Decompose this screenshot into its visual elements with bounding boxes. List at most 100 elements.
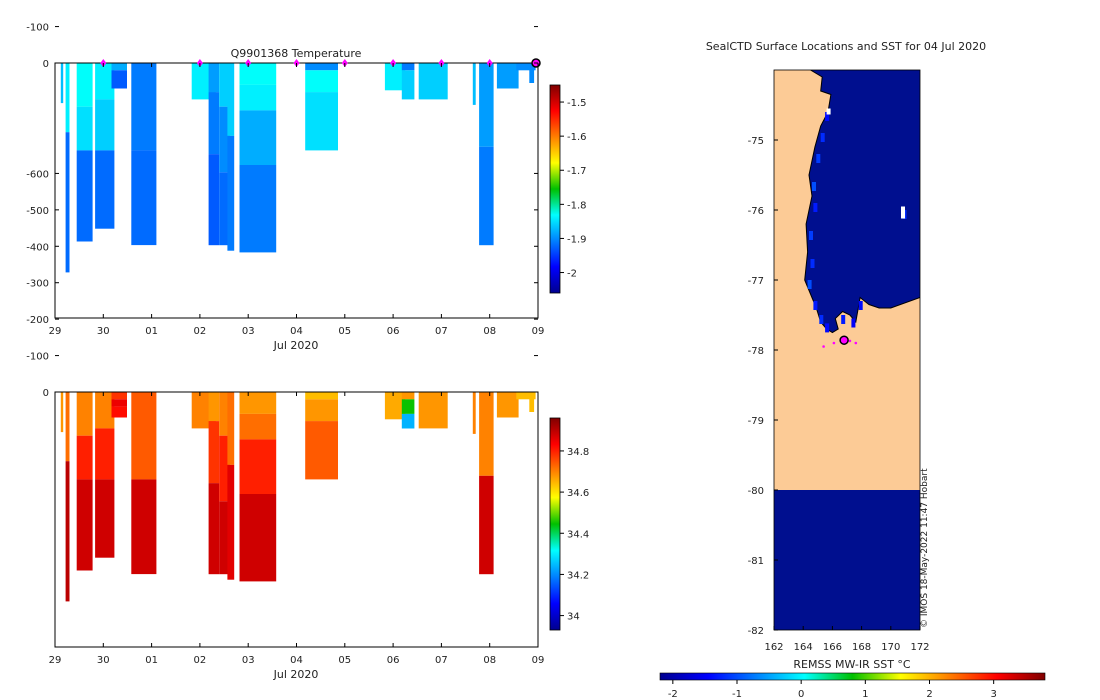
map-lat-tick-label: -82 xyxy=(748,626,764,637)
salinity-x-ticks: 29 30 01 02 03 04 05 06 07 08 09 xyxy=(49,392,544,666)
colorbar-tick-label: 34.2 xyxy=(567,570,589,581)
x-tick-label-05: 05 xyxy=(338,326,351,337)
profile-7-layer-0 xyxy=(208,392,220,422)
map-sst-pixel xyxy=(813,203,818,212)
x-tick-label-03: 03 xyxy=(242,326,255,337)
sst-colorbar: REMSS MW-IR SST °C -2 -1 0 1 2 3 xyxy=(659,658,1046,700)
profile-10-layer-1 xyxy=(239,84,277,111)
profile-13-layer-0 xyxy=(401,63,415,71)
profile-11-layer-0 xyxy=(305,63,338,71)
sst-colorbar-tick-label: -1 xyxy=(732,689,742,700)
sst-colorbar-tick-label: -2 xyxy=(668,689,678,700)
profile-3-layer-2 xyxy=(95,150,115,229)
profile-4-layer-1 xyxy=(111,70,127,89)
y-tick-label: -100 xyxy=(26,352,49,363)
profile-7-layer-0 xyxy=(208,63,220,93)
x-tick-label-05: 05 xyxy=(338,655,351,666)
profile-16-layer-1 xyxy=(479,475,494,575)
colorbar-tick-label: -1.6 xyxy=(567,132,587,143)
profile-11-layer-2 xyxy=(305,92,338,151)
map-ice-shelf-edge-water xyxy=(774,490,920,630)
x-tick-label-04: 04 xyxy=(290,655,303,666)
temperature-axes-frame xyxy=(54,62,539,319)
map-lon-tick-label: 166 xyxy=(823,642,842,653)
x-tick-label-30: 30 xyxy=(97,655,110,666)
temperature-panel: Q9901368 Temperature 29 30 01 02 03 04 05 06 07 0… xyxy=(26,23,545,352)
y-tick-label: -200 xyxy=(26,315,49,326)
profile-8-layer-0 xyxy=(219,63,230,107)
map-sst-pixel xyxy=(825,112,830,121)
profile-3-layer-0 xyxy=(95,392,115,429)
profile-12-layer-0 xyxy=(384,392,406,420)
x-tick-label-02: 02 xyxy=(194,326,207,337)
salinity-x-label: Jul 2020 xyxy=(273,668,319,681)
profile-5-layer-1 xyxy=(131,479,157,575)
profile-1-layer-1 xyxy=(65,132,70,273)
profile-10-layer-2 xyxy=(239,439,277,494)
profile-1-layer-0 xyxy=(65,392,70,462)
profile-11-layer-0 xyxy=(305,392,338,400)
x-tick-label-03: 03 xyxy=(242,655,255,666)
map-no-data-pixel xyxy=(901,206,905,219)
y-tick-label: -400 xyxy=(26,242,49,253)
map-lat-tick-label: -80 xyxy=(748,486,764,497)
map-lat-tick-label: -75 xyxy=(748,136,764,147)
sst-colorbar-tick-label: 1 xyxy=(862,689,868,700)
map-lat-tick-label: -77 xyxy=(748,276,764,287)
x-tick-label-08: 08 xyxy=(483,326,496,337)
profile-8-layer-1 xyxy=(219,106,230,173)
map-track-point xyxy=(832,341,836,345)
x-tick-label-29: 29 xyxy=(49,326,62,337)
profile-11-layer-2 xyxy=(305,421,338,480)
y-tick-label: -600 xyxy=(26,169,49,180)
map-lat-ticks: -75 -76 -77 -78 -79 -80 -81 -82 xyxy=(748,136,778,637)
profile-19-layer-0 xyxy=(529,63,535,83)
map-land-ice xyxy=(774,70,920,490)
colorbar-tick-label: 34.4 xyxy=(567,529,589,540)
profile-3-layer-1 xyxy=(95,99,115,151)
x-tick-label-09: 09 xyxy=(532,326,545,337)
colorbar-tick-label: -1.9 xyxy=(567,234,587,245)
profile-2-layer-0 xyxy=(76,63,93,107)
profile-13-layer-1 xyxy=(401,399,415,414)
colorbar-tick-label: 34.6 xyxy=(567,488,589,499)
map-track-point xyxy=(822,345,825,348)
temperature-colorbar-ticks: -1.5 -1.6 -1.7 -1.8 -1.9 -2 xyxy=(560,98,587,280)
profile-4-layer-0 xyxy=(111,392,127,400)
profile-8-layer-1 xyxy=(219,435,230,502)
temperature-y-ticks: 0-100-200-300-400-500-600 xyxy=(26,23,538,70)
profile-16-layer-0 xyxy=(479,392,494,476)
profile-14-layer-0 xyxy=(418,63,448,100)
profile-8-layer-2 xyxy=(219,501,230,575)
map-sst-pixel xyxy=(820,133,825,142)
x-tick-label-07: 07 xyxy=(435,655,448,666)
map-lon-tick-label: 170 xyxy=(881,642,900,653)
x-tick-label-04: 04 xyxy=(290,326,303,337)
salinity-colorbar: 34.8 34.6 34.4 34.2 34 xyxy=(549,417,589,631)
map-lon-ticks: 162 164 166 168 170 172 xyxy=(764,626,930,653)
profile-14-layer-0 xyxy=(418,392,448,429)
temperature-x-label: Jul 2020 xyxy=(273,339,319,352)
profile-13-layer-0 xyxy=(401,392,415,400)
x-tick-label-06: 06 xyxy=(387,655,400,666)
profile-10-layer-3 xyxy=(239,494,277,582)
colorbar-tick-label: -1.8 xyxy=(567,200,587,211)
profile-7-layer-1 xyxy=(208,92,220,154)
sst-map-panel: SealCTD Surface Locations and SST for 04… xyxy=(706,40,986,653)
map-lon-tick-label: 172 xyxy=(910,642,929,653)
x-tick-label-30: 30 xyxy=(97,326,110,337)
x-tick-label-08: 08 xyxy=(483,655,496,666)
map-watermark: © IMOS 18-May-2022 11:47 Hobart xyxy=(920,468,930,628)
colorbar-tick-label: 34 xyxy=(567,612,580,623)
profile-13-layer-1 xyxy=(401,70,415,100)
profile-15-layer-0 xyxy=(472,392,476,434)
y-tick-label: 0 xyxy=(43,59,49,70)
profile-10-layer-0 xyxy=(239,392,277,414)
profile-2-layer-2 xyxy=(76,479,93,571)
map-lon-tick-label: 162 xyxy=(764,642,783,653)
map-sst-pixel xyxy=(809,231,813,240)
sst-colorbar-tick-label: 2 xyxy=(926,689,932,700)
x-tick-label-06: 06 xyxy=(387,326,400,337)
profile-9-layer-0 xyxy=(227,392,235,465)
